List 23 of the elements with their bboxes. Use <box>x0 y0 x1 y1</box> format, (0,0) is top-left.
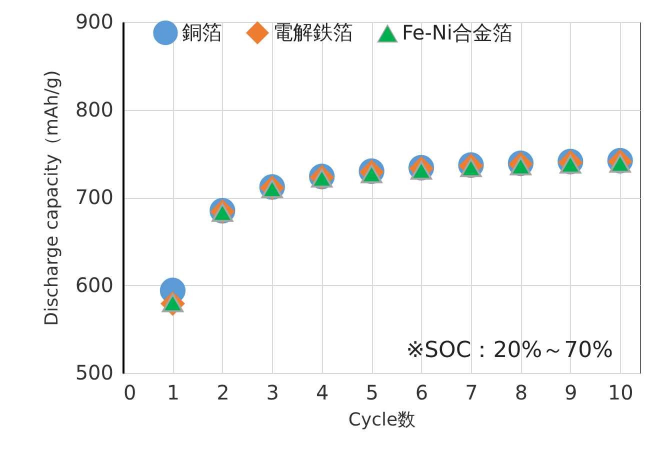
annotation: ※SOC：20%～70% <box>406 338 613 363</box>
legend-label: 銅箔 <box>182 20 222 44</box>
legend-label: 電解鉄箔 <box>273 20 353 44</box>
x-tick-label: 10 <box>608 380 634 404</box>
y-axis-title: Discharge capacity（mAh/g) <box>41 70 62 326</box>
x-tick-label: 0 <box>124 380 136 404</box>
x-tick-label: 5 <box>366 380 378 404</box>
x-tick-label: 9 <box>564 380 578 404</box>
x-tick-label: 8 <box>514 380 528 404</box>
x-tick-label: 1 <box>166 380 180 404</box>
x-tick-label: 6 <box>415 380 428 404</box>
y-tick-label: 700 <box>75 185 114 209</box>
point <box>162 293 184 312</box>
x-axis-title: Cycle数 <box>348 410 416 430</box>
legend-label: Fe-Ni合金箔 <box>402 20 512 45</box>
x-tick-label: 2 <box>216 380 230 404</box>
x-tick-label: 3 <box>266 380 279 404</box>
x-tick-label: 7 <box>465 380 478 404</box>
y-tick-label: 500 <box>75 360 114 384</box>
y-tick-label: 800 <box>75 97 114 122</box>
y-tick-label: 600 <box>75 272 114 297</box>
x-tick-label: 4 <box>316 380 329 404</box>
y-tick-label: 900 <box>75 10 114 34</box>
